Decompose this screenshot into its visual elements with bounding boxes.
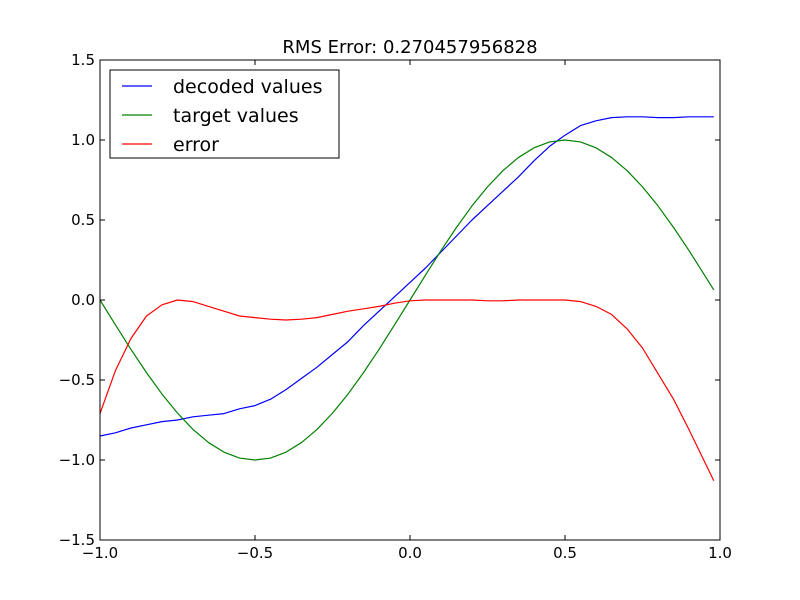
legend-label-1: target values xyxy=(173,105,299,127)
y-tick-label: −1.5 xyxy=(59,531,95,549)
y-tick-label: 0.0 xyxy=(71,291,95,309)
legend: decoded values target values error xyxy=(109,69,340,159)
series-line-0 xyxy=(99,116,714,437)
y-tick-label: 1.0 xyxy=(71,131,95,149)
x-tick-label: 1.0 xyxy=(708,544,732,562)
legend-label-0: decoded values xyxy=(173,76,322,98)
x-tick-label: 0.5 xyxy=(553,544,577,562)
y-tick-label: 1.5 xyxy=(71,51,95,69)
series-line-2 xyxy=(99,299,715,482)
x-tick-label: 0.0 xyxy=(398,544,422,562)
chart-title: RMS Error: 0.270457956828 xyxy=(282,37,537,58)
series-layer xyxy=(99,116,715,482)
x-tick-label: −0.5 xyxy=(237,544,273,562)
legend-label-2: error xyxy=(173,134,219,156)
x-tick-label: −1.0 xyxy=(82,544,118,562)
y-tick-label: −0.5 xyxy=(59,371,95,389)
series-line-1 xyxy=(99,139,715,461)
axis-ticks: −1.0 −0.5 0.0 0.5 1.0−1.5−1.0−0.50.00.51.01.… xyxy=(59,51,732,562)
y-tick-label: 0.5 xyxy=(71,211,95,229)
y-tick-label: −1.0 xyxy=(59,451,95,469)
legend-box xyxy=(109,69,340,159)
